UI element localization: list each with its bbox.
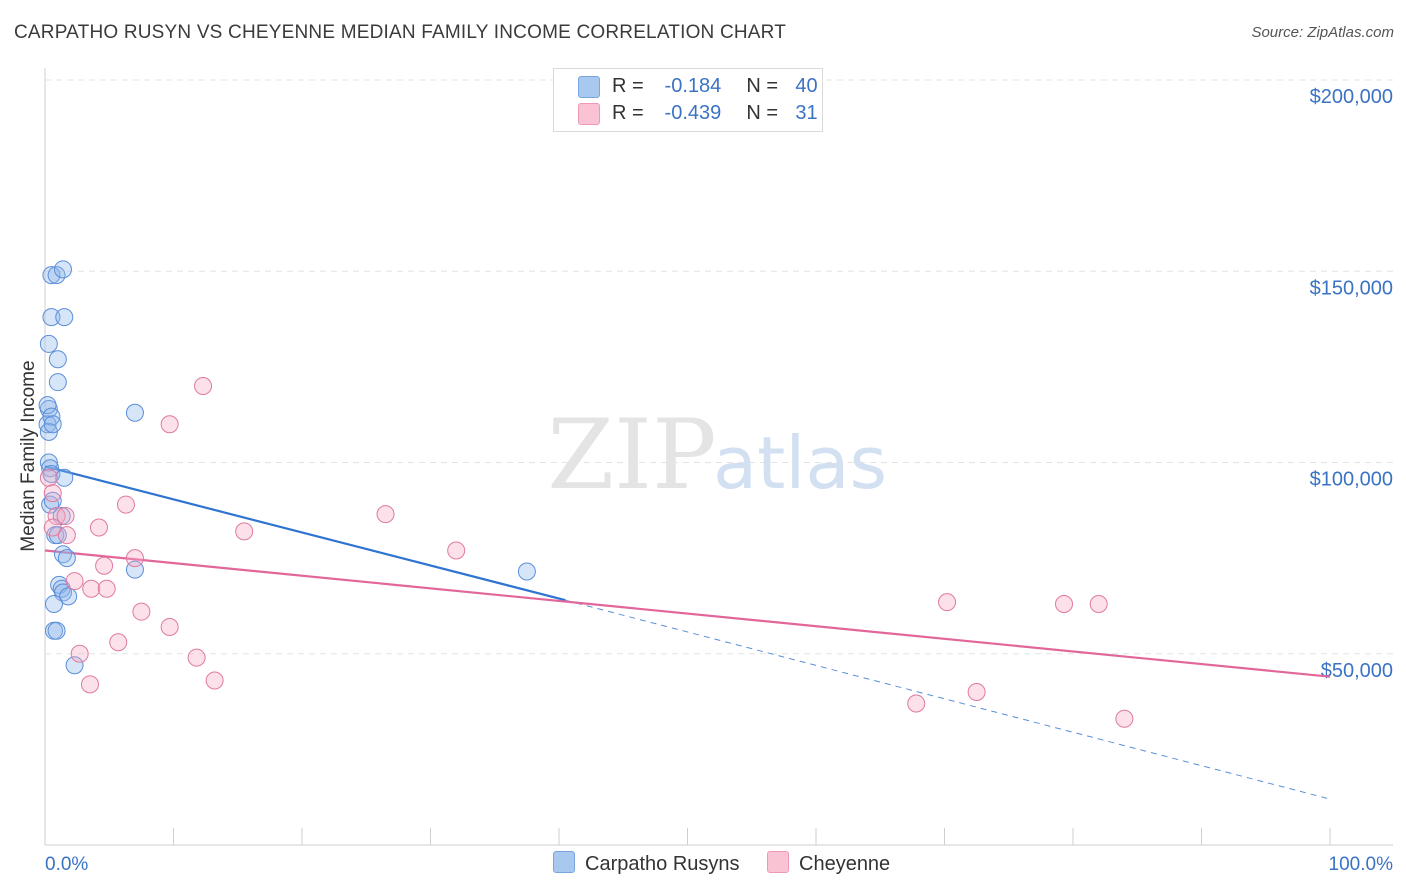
data-point-cheyenne [43, 484, 62, 503]
data-point-cheyenne [194, 377, 213, 395]
source-label: Source: ZipAtlas.com [1251, 24, 1394, 41]
legend-n-value: 40 [795, 75, 818, 97]
data-point-cheyenne [65, 572, 84, 591]
x-tick-labels: 0.0% 100.0% [45, 854, 1393, 875]
y-tick-label: $50,000 [1321, 660, 1393, 682]
data-point-carpatho [517, 562, 536, 581]
trend-line-cheyenne [44, 549, 1331, 678]
data-point-carpatho [39, 453, 58, 472]
x-tick-label: 0.0% [45, 854, 88, 875]
trend-lines [44, 465, 1331, 800]
data-point-cheyenne [116, 495, 135, 514]
watermark-atlas: atlas [713, 421, 887, 505]
data-point-cheyenne [89, 518, 108, 537]
legend-r-label: R = [612, 102, 644, 124]
data-point-carpatho [65, 656, 84, 675]
y-tick-label: $150,000 [1310, 277, 1393, 299]
data-point-carpatho [38, 396, 57, 415]
grid-lines [45, 79, 1393, 655]
data-point-carpatho [43, 491, 62, 510]
data-point-cheyenne [938, 593, 957, 612]
legend-swatch-cheyenne [578, 103, 600, 125]
data-point-carpatho [41, 459, 60, 478]
legend-r-value: -0.439 [664, 102, 722, 124]
legend-label-cheyenne: Cheyenne [799, 853, 891, 875]
legend-label-carpatho: Carpatho Rusyns [585, 853, 740, 875]
legend-n-label: N = [746, 102, 779, 124]
y-tick-label: $100,000 [1310, 469, 1393, 491]
data-points [38, 260, 1134, 728]
data-point-carpatho [42, 308, 61, 327]
data-point-carpatho [125, 403, 144, 422]
data-point-cheyenne [1115, 709, 1134, 728]
y-tick-label: $200,000 [1310, 86, 1393, 108]
bottom-legend-carpatho[interactable]: Carpatho Rusyns [553, 851, 740, 876]
x-tick-label: 100.0% [1329, 854, 1394, 875]
data-point-carpatho [55, 468, 74, 487]
data-point-cheyenne [376, 505, 395, 524]
data-point-carpatho [57, 549, 76, 568]
data-point-carpatho [48, 350, 67, 369]
data-point-carpatho [42, 407, 61, 426]
legend-n-label: N = [746, 75, 779, 97]
chart-title: CARPATHO RUSYN VS CHEYENNE MEDIAN FAMILY… [14, 22, 787, 43]
data-point-cheyenne [95, 556, 114, 575]
trend-line-carpatho [44, 465, 566, 602]
data-point-cheyenne [57, 526, 76, 545]
legend-swatch-cheyenne [767, 851, 789, 873]
data-point-cheyenne [39, 468, 58, 487]
bottom-legend-cheyenne[interactable]: Cheyenne [767, 851, 890, 876]
data-point-cheyenne [97, 579, 116, 598]
data-point-cheyenne [82, 579, 101, 598]
data-point-carpatho [44, 595, 63, 614]
data-point-carpatho [53, 260, 72, 279]
data-point-carpatho [43, 415, 62, 434]
legend-r-label: R = [612, 75, 644, 97]
y-tick-labels: $50,000 $100,000 $150,000 $200,000 [1310, 86, 1393, 682]
trend-line-carpatho-extension [565, 599, 1331, 800]
data-point-cheyenne [109, 633, 128, 652]
data-point-cheyenne [1055, 595, 1074, 614]
data-point-carpatho [59, 587, 78, 606]
watermark: ZIP atlas [547, 399, 887, 511]
stats-legend: R = -0.184 N = 40 R = -0.439 N = 31 [553, 68, 823, 132]
data-point-cheyenne [907, 694, 926, 713]
data-point-cheyenne [447, 541, 466, 560]
data-point-cheyenne [205, 671, 224, 690]
legend-swatch-carpatho [578, 76, 600, 98]
data-point-cheyenne [43, 518, 62, 537]
legend-r-value: -0.184 [664, 75, 722, 97]
data-point-cheyenne [56, 507, 75, 526]
data-point-carpatho [55, 308, 74, 327]
data-point-cheyenne [80, 675, 99, 694]
legend-n-value: 31 [795, 102, 818, 124]
data-point-cheyenne [967, 683, 986, 701]
data-point-carpatho [48, 373, 67, 392]
data-point-carpatho [47, 621, 66, 640]
y-axis-label: Median Family Income [18, 360, 39, 551]
data-point-cheyenne [160, 415, 179, 434]
data-point-cheyenne [1089, 595, 1108, 614]
data-point-cheyenne [70, 644, 89, 663]
watermark-zip: ZIP [547, 399, 716, 511]
data-point-cheyenne [235, 522, 254, 541]
data-point-cheyenne [187, 648, 206, 667]
data-point-cheyenne [160, 617, 179, 636]
data-point-carpatho [39, 334, 58, 353]
legend-swatch-carpatho [553, 851, 575, 873]
axes [44, 68, 1393, 846]
data-point-cheyenne [125, 549, 144, 568]
data-point-carpatho [42, 266, 61, 285]
data-point-cheyenne [132, 602, 151, 621]
